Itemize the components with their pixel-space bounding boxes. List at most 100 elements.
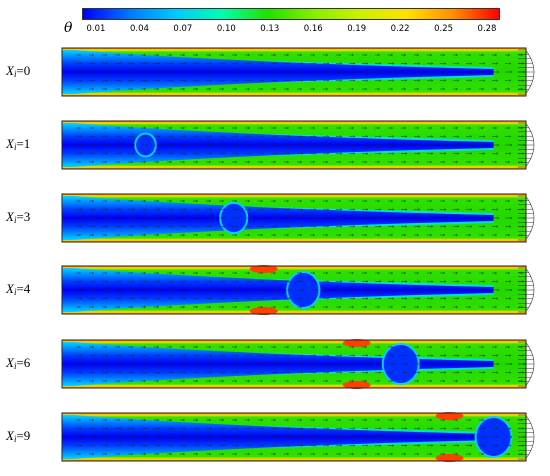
velocity-arrow-head [301,62,304,65]
velocity-arrow-head [351,305,354,309]
velocity-arrow-head [169,345,172,349]
velocity-arrow-head [117,418,120,422]
velocity-arrow-head [496,354,499,357]
velocity-arrow-head [288,280,291,283]
velocity-arrow-head [507,233,510,237]
panel-label-eq: =3 [16,209,31,224]
velocity-arrow-head [509,427,512,430]
velocity-arrow-head [93,297,96,300]
velocity-arrow-head [471,143,474,147]
velocity-arrow-head [80,354,83,357]
velocity-arrow-head [458,435,461,439]
velocity-arrow-head [341,143,344,147]
velocity-arrow-head [91,271,94,275]
velocity-arrow-head [130,271,133,275]
velocity-arrow-head [182,305,185,309]
velocity-arrow-head [379,354,382,357]
velocity-arrow-head [106,135,109,138]
velocity-arrow-head [522,297,525,300]
velocity-arrow-head [104,271,107,275]
velocity-arrow-head [354,70,357,74]
velocity-arrow-head [364,305,367,309]
velocity-arrow-head [91,53,94,57]
velocity-arrow-head [392,208,395,211]
velocity-arrow-head [94,70,97,74]
velocity-arrow-head [119,225,122,228]
velocity-arrow-head [117,305,120,309]
velocity-arrow-head [260,233,263,237]
velocity-arrow-head [223,427,226,430]
velocity-arrow-head [171,280,174,283]
velocity-arrow-head [260,126,263,130]
velocity-arrow-head [341,288,344,292]
velocity-arrow-head [159,362,162,366]
velocity-arrow-head [159,216,162,220]
channel-border [61,339,527,389]
velocity-arrow-head [325,452,328,456]
velocity-arrow-head [507,305,510,309]
velocity-arrow-head [444,354,447,357]
velocity-arrow-head [377,379,380,383]
outlet-velocity-profile [525,122,535,168]
velocity-arrow-head [224,216,227,220]
velocity-arrow-head [455,126,458,130]
velocity-arrow-head [416,199,419,203]
velocity-arrow-head [340,280,343,283]
velocity-arrow-head [195,233,198,237]
velocity-arrow-head [236,444,239,447]
colorbar-tick-label: 0.07 [173,24,193,34]
velocity-arrow-head [455,379,458,383]
velocity-arrow-head [156,160,159,164]
velocity-arrow-head [483,371,486,374]
velocity-arrow-head [364,452,367,456]
velocity-arrow-head [275,135,278,138]
velocity-arrow-head [249,62,252,65]
velocity-arrow-head [455,418,458,422]
velocity-arrow-head [314,62,317,65]
velocity-arrow-head [106,79,109,82]
velocity-arrow-head [338,160,341,164]
velocity-arrow-head [184,135,187,138]
velocity-arrow-head [338,418,341,422]
hot-spot [435,454,464,462]
velocity-arrow-head [262,79,265,82]
velocity-arrow-head [442,160,445,164]
velocity-arrow-head [78,160,81,164]
velocity-arrow-head [377,160,380,164]
velocity-arrow-head [247,160,250,164]
velocity-arrow-head [364,126,367,130]
velocity-arrow-head [497,435,500,439]
velocity-arrow-head [470,354,473,357]
velocity-arrow-head [197,354,200,357]
velocity-arrow-head [380,362,383,366]
velocity-arrow-head [156,271,159,275]
velocity-arrow-head [288,79,291,82]
velocity-arrow-head [247,233,250,237]
velocity-arrow-head [263,70,266,74]
velocity-arrow-head [444,79,447,82]
velocity-arrow-head [93,225,96,228]
velocity-arrow-head [262,354,265,357]
velocity-arrow-head [286,305,289,309]
velocity-arrow-head [429,379,432,383]
velocity-arrow-head [120,288,123,292]
velocity-arrow-head [429,199,432,203]
velocity-arrow-head [340,427,343,430]
velocity-arrow-head [236,62,239,65]
velocity-arrow-head [507,160,510,164]
velocity-arrow-head [145,225,148,228]
velocity-arrow-head [405,297,408,300]
velocity-arrow-head [119,280,122,283]
velocity-arrow-head [247,452,250,456]
velocity-arrow-head [143,418,146,422]
velocity-arrow-head [497,288,500,292]
velocity-arrow-head [130,126,133,130]
velocity-arrow-head [353,79,356,82]
velocity-arrow-head [392,79,395,82]
velocity-arrow-head [288,444,291,447]
velocity-arrow-head [468,418,471,422]
velocity-arrow-head [377,87,380,91]
velocity-arrow-head [483,225,486,228]
velocity-arrow-head [286,199,289,203]
velocity-arrow-head [364,379,367,383]
